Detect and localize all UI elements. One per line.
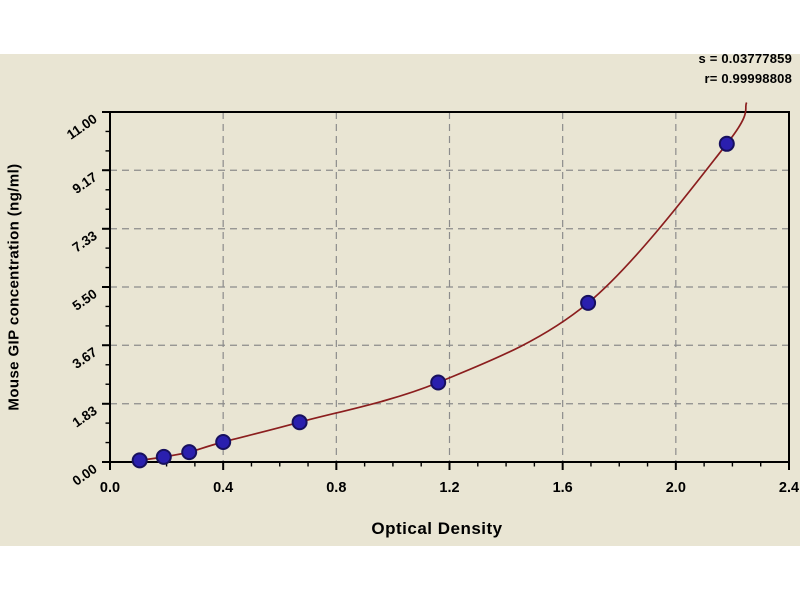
- x-tick-label: 0.0: [100, 480, 120, 496]
- x-tick-label: 0.8: [326, 480, 346, 496]
- data-point: [718, 135, 735, 152]
- y-tick-label: 0.00: [70, 461, 100, 488]
- axis-ticks: [102, 111, 790, 470]
- fit-stat-s: s = 0.03777859: [698, 51, 792, 66]
- y-tick-label: 5.50: [70, 286, 100, 313]
- data-point: [181, 444, 198, 461]
- x-tick-label: 1.2: [439, 480, 459, 496]
- x-tick-label: 2.4: [779, 480, 799, 496]
- data-point: [291, 414, 308, 431]
- x-tick-label: 2.0: [666, 480, 686, 496]
- y-tick-label: 9.17: [70, 169, 100, 196]
- standard-curve-line: [132, 102, 748, 462]
- y-tick-label: 11.00: [64, 111, 100, 142]
- grid-lines: [110, 112, 789, 462]
- y-tick-label: 7.33: [70, 228, 101, 256]
- data-point: [155, 448, 172, 465]
- x-axis-title: Optical Density: [371, 519, 503, 538]
- data-point: [580, 294, 597, 311]
- fit-stat-r: r= 0.99998808: [704, 71, 792, 86]
- y-tick-label: 3.67: [70, 344, 100, 371]
- x-tick-label: 1.6: [553, 480, 573, 496]
- x-tick-label: 0.4: [213, 480, 233, 496]
- data-points: [131, 135, 735, 469]
- data-point: [131, 452, 148, 469]
- y-tick-label: 1.83: [70, 403, 101, 431]
- data-point: [215, 434, 232, 450]
- data-point: [430, 374, 447, 391]
